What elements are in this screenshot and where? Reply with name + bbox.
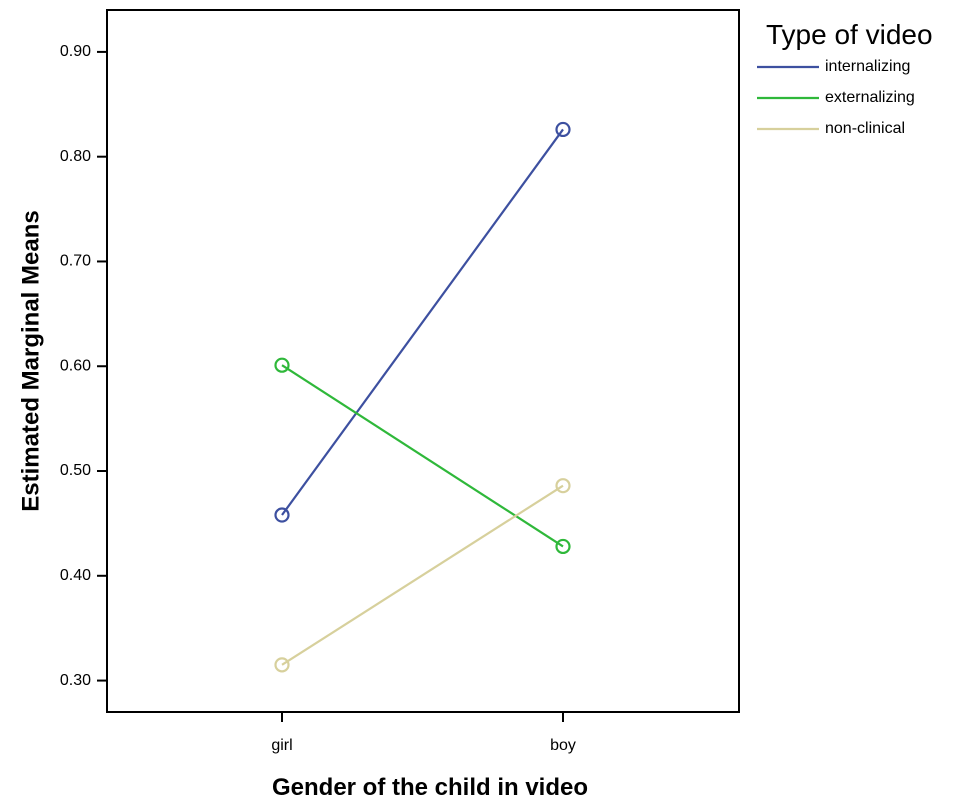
series-line-non-clinical [281, 484, 564, 666]
plot-frame [106, 9, 740, 713]
series-non-clinical [274, 478, 571, 673]
data-point-internalizing-boy [555, 121, 571, 138]
y-tick-label: 0.70 [60, 253, 91, 270]
y-tick-label: 0.40 [60, 567, 91, 584]
data-point-internalizing-girl [274, 507, 290, 523]
data-point-externalizing-girl [274, 357, 290, 373]
y-tick-label: 0.90 [60, 43, 91, 60]
series-externalizing [274, 357, 571, 555]
legend-label-externalizing: externalizing [825, 89, 915, 106]
data-point-non-clinical-girl [274, 657, 290, 673]
data-point-non-clinical-boy [555, 478, 571, 494]
series-layer [274, 121, 571, 673]
y-axis-title: Estimated Marginal Means [17, 210, 44, 511]
y-tick-label: 0.80 [60, 148, 91, 165]
series-internalizing [274, 121, 571, 523]
legend: Type of video internalizing externalizing… [757, 19, 933, 137]
x-tick-label-girl: girl [271, 737, 292, 754]
y-axis: 0.30 0.40 0.50 0.60 0.70 0.80 0.90 [60, 43, 107, 689]
y-tick-label: 0.60 [60, 357, 91, 374]
legend-label-internalizing: internalizing [825, 58, 910, 75]
y-tick-label: 0.30 [60, 672, 91, 689]
x-axis-title: Gender of the child in video [272, 774, 588, 801]
data-point-externalizing-boy [555, 538, 571, 555]
legend-label-non-clinical: non-clinical [825, 120, 905, 137]
series-line-internalizing [281, 128, 564, 516]
legend-title: Type of video [766, 19, 933, 50]
x-tick-label-boy: boy [550, 737, 576, 754]
y-tick-label: 0.50 [60, 462, 91, 479]
x-axis: girl boy [271, 712, 576, 754]
